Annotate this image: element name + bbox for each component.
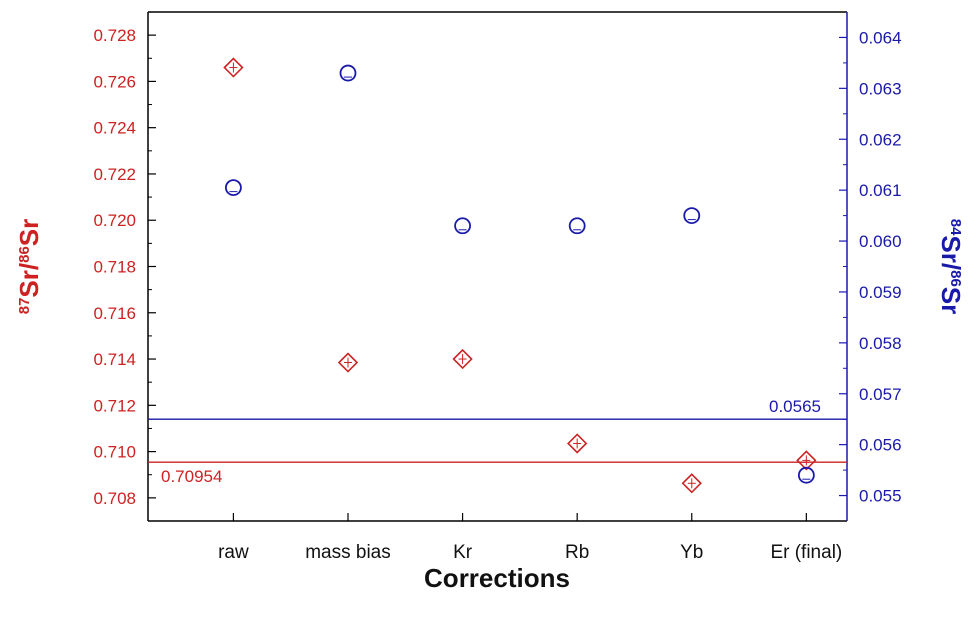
right-y-tick-label: 0.064 [859, 28, 902, 47]
right-y-tick-label: 0.055 [859, 487, 902, 506]
left-y-tick-label: 0.710 [93, 443, 136, 462]
left-y-tick-label: 0.720 [93, 211, 136, 230]
left-y-axis-title-part: Sr/ [14, 263, 44, 298]
data-point-circle [683, 207, 701, 225]
right-y-axis-title-part: 86 [947, 270, 964, 287]
x-tick-label: raw [218, 542, 249, 563]
reference-line-label-right: 0.0565 [769, 397, 821, 416]
left-y-tick-label: 0.708 [93, 489, 136, 508]
left-y-axis-title-part: Sr [14, 219, 44, 246]
data-point-diamond [337, 352, 359, 373]
right-y-tick-label: 0.059 [859, 283, 902, 302]
data-point-circle [339, 64, 357, 82]
data-point-circle [225, 179, 242, 197]
left-y-tick-label: 0.726 [93, 72, 136, 91]
data-point-diamond [567, 433, 588, 454]
plot-area: 0.708 0.710 0.712 0.714 0.716 0.718 0.720 0.722… [14, 11, 966, 563]
x-axis-title: Corrections [424, 563, 570, 593]
data-point-diamond [452, 348, 473, 370]
data-point-diamond [223, 57, 244, 78]
right-y-axis-title-part: Sr [936, 287, 966, 314]
data-point-diamond [796, 450, 817, 471]
right-y-tick-label: 0.061 [859, 181, 902, 200]
left-y-axis-title-part: 86 [16, 246, 33, 263]
data-point-diamond [681, 473, 702, 494]
left-y-tick-label: 0.722 [93, 165, 136, 184]
x-tick-label: Er (final) [770, 542, 842, 563]
right-y-axis-title: 84Sr/86Sr [936, 219, 966, 315]
right-y-tick-label: 0.057 [859, 385, 902, 404]
left-y-tick-label: 0.716 [93, 304, 136, 323]
left-y-tick-label: 0.718 [93, 258, 136, 277]
right-y-tick-label: 0.058 [859, 334, 902, 353]
right-y-tick-label: 0.056 [859, 436, 902, 455]
left-y-axis-title: 87Sr/86Sr [14, 219, 44, 315]
right-y-tick-label: 0.063 [859, 79, 902, 98]
left-y-axis-title-part: 87 [16, 298, 33, 315]
data-point-circle [797, 466, 815, 484]
x-tick-label: Kr [453, 542, 473, 563]
reference-line-label-left: 0.70954 [161, 467, 222, 486]
x-tick-label: Yb [680, 542, 703, 563]
right-y-axis-title-part: 84 [947, 219, 964, 236]
data-point-circle [568, 217, 586, 235]
left-y-tick-label: 0.728 [93, 26, 136, 45]
left-y-tick-label: 0.724 [93, 119, 136, 138]
data-point-circle [454, 217, 471, 235]
right-y-tick-label: 0.060 [859, 232, 902, 251]
right-y-axis-title-part: Sr/ [936, 235, 966, 270]
x-tick-label: Rb [565, 542, 589, 563]
right-y-tick-label: 0.062 [859, 130, 902, 149]
left-y-tick-label: 0.712 [93, 396, 136, 415]
left-y-tick-label: 0.714 [93, 350, 136, 369]
x-tick-label: mass bias [305, 542, 391, 563]
